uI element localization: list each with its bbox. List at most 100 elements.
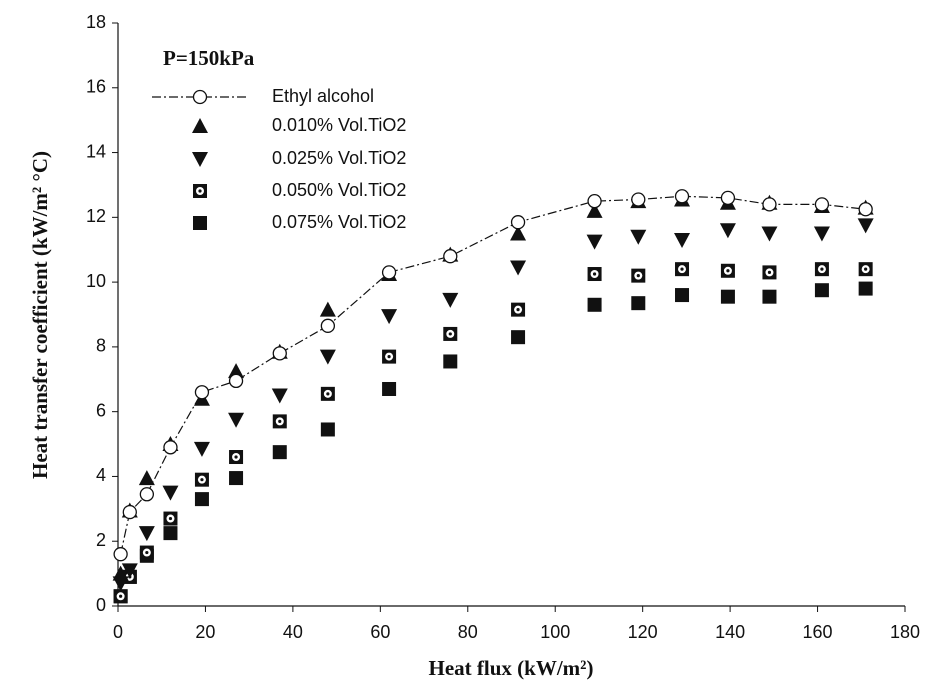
marker [228,412,245,428]
marker [675,288,690,303]
marker-shape [586,202,603,218]
marker-dot [516,308,520,312]
marker [443,354,458,369]
x-tick-label: 120 [628,622,658,642]
marker-shape [138,470,155,486]
legend-label: 0.050% Vol.TiO2 [272,180,406,200]
marker-shape [511,330,526,345]
marker-shape [587,297,602,312]
marker [121,563,138,579]
marker [320,386,335,401]
marker [761,226,778,242]
marker-shape [510,215,526,230]
y-tick-label: 4 [96,465,106,485]
marker-shape [381,265,397,280]
marker-shape [442,292,459,308]
marker-dot [387,355,391,359]
marker [382,381,397,396]
marker [163,526,178,541]
marker-shape [163,440,178,455]
marker [272,414,287,429]
marker [858,202,873,217]
marker [510,215,526,230]
marker-shape [814,283,829,298]
marker [192,118,208,133]
marker [510,225,527,241]
marker-shape [675,288,690,303]
marker [762,265,777,280]
y-tick-label: 2 [96,530,106,550]
marker [382,349,397,364]
marker-shape [163,526,178,541]
x-tick-label: 100 [540,622,570,642]
marker-shape [382,381,397,396]
marker-shape [122,504,137,520]
marker-shape [510,260,527,276]
y-tick-label: 14 [86,141,106,161]
y-tick-label: 0 [96,595,106,615]
marker-shape [719,223,736,239]
marker-shape [857,218,874,234]
marker [193,441,210,457]
marker [510,260,527,276]
marker [813,226,830,242]
marker [587,297,602,312]
marker-shape [162,485,179,501]
y-tick-label: 16 [86,77,106,97]
marker-shape [858,281,873,296]
y-tick-label: 8 [96,336,106,356]
marker [586,234,603,250]
marker-shape [762,197,777,212]
marker-shape [228,373,244,389]
marker [319,349,336,365]
marker-shape [587,193,602,209]
marker [163,511,178,526]
marker [762,197,777,212]
marker [857,218,874,234]
legend-label: 0.025% Vol.TiO2 [272,148,406,168]
y-tick-label: 12 [86,206,106,226]
marker-shape [228,412,245,428]
marker [631,268,646,283]
x-axis-title: Heat flux (kW/m²) [429,656,594,680]
x-tick-label: 140 [715,622,745,642]
marker-shape [272,346,287,361]
marker [858,281,873,296]
marker [113,589,128,604]
marker-shape [193,216,207,230]
marker-shape [720,190,736,206]
marker [138,526,155,542]
marker-shape [113,547,128,562]
marker [320,422,335,437]
legend-label: 0.075% Vol.TiO2 [272,212,406,232]
marker-dot [198,189,202,193]
marker [381,265,397,280]
marker-shape [229,471,244,486]
marker [192,89,208,105]
marker-shape [631,296,646,311]
marker [193,216,207,230]
marker-dot [119,594,123,598]
marker [193,184,207,198]
marker [814,197,830,212]
annotation: P=150kPa [163,46,255,70]
marker [162,485,179,501]
x-tick-label: 180 [890,622,920,642]
marker [112,565,129,581]
marker-dot [680,267,684,271]
marker-dot [448,332,452,336]
marker [381,309,398,325]
marker [630,229,647,245]
marker-dot [864,267,868,271]
marker [443,249,458,264]
marker [720,289,735,304]
marker-shape [193,441,210,457]
marker [319,301,336,317]
marker-shape [194,492,209,507]
marker [229,450,244,465]
marker-shape [192,118,208,133]
marker-dot [234,455,238,459]
marker-dot [726,269,730,273]
marker-dot [636,274,640,278]
